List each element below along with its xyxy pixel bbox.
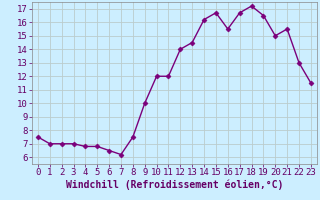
X-axis label: Windchill (Refroidissement éolien,°C): Windchill (Refroidissement éolien,°C) [66,180,283,190]
